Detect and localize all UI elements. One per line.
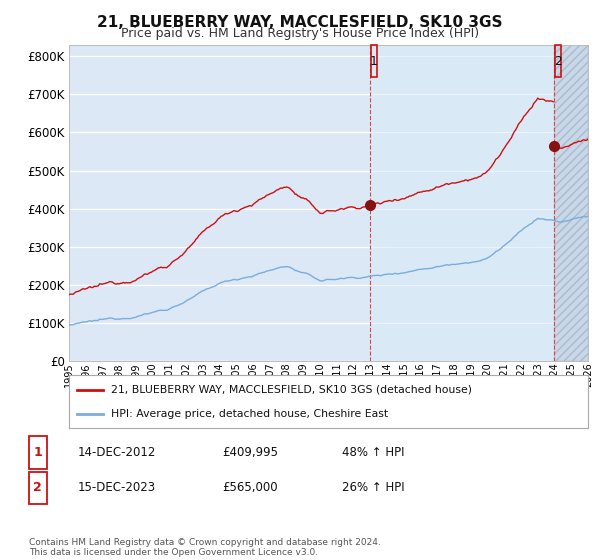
Text: 14-DEC-2012: 14-DEC-2012 [78,446,157,459]
Text: 1: 1 [370,55,378,68]
Text: 2: 2 [34,481,42,494]
Text: 15-DEC-2023: 15-DEC-2023 [78,481,156,494]
Text: £409,995: £409,995 [222,446,278,459]
Bar [371,45,377,77]
Text: Contains HM Land Registry data © Crown copyright and database right 2024.
This d: Contains HM Land Registry data © Crown c… [29,538,380,557]
Text: £565,000: £565,000 [222,481,278,494]
Text: 26% ↑ HPI: 26% ↑ HPI [342,481,404,494]
Text: 21, BLUEBERRY WAY, MACCLESFIELD, SK10 3GS: 21, BLUEBERRY WAY, MACCLESFIELD, SK10 3G… [97,15,503,30]
Bar [554,45,588,361]
Bar [554,45,588,361]
Bar [370,45,554,361]
Text: 2: 2 [554,55,562,68]
Text: 1: 1 [34,446,42,459]
Bar [554,45,562,77]
Text: HPI: Average price, detached house, Cheshire East: HPI: Average price, detached house, Ches… [110,409,388,419]
Text: Price paid vs. HM Land Registry's House Price Index (HPI): Price paid vs. HM Land Registry's House … [121,27,479,40]
Text: 48% ↑ HPI: 48% ↑ HPI [342,446,404,459]
Text: 21, BLUEBERRY WAY, MACCLESFIELD, SK10 3GS (detached house): 21, BLUEBERRY WAY, MACCLESFIELD, SK10 3G… [110,385,472,395]
